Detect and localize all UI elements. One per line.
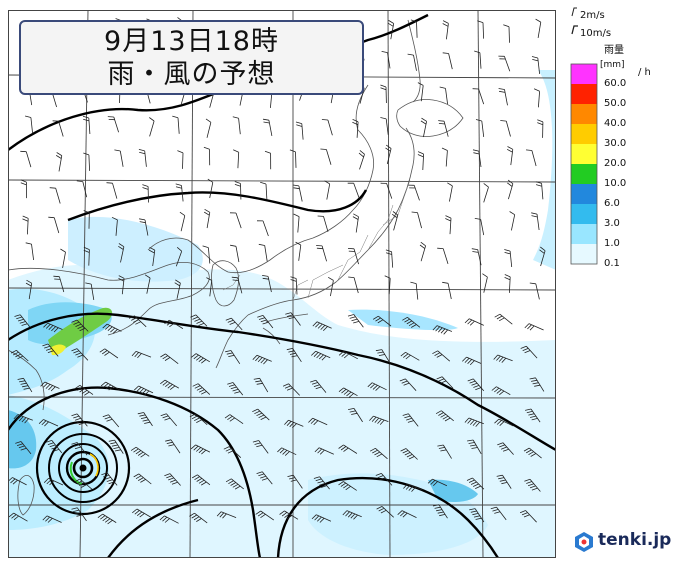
barb-small-icon bbox=[571, 7, 577, 17]
weather-map bbox=[8, 10, 556, 558]
rain-scale-swatch bbox=[571, 184, 597, 204]
wind-barb-legend: 2m/s 10m/s bbox=[571, 7, 611, 39]
rain-scale-unit: [mm] bbox=[600, 60, 625, 70]
tenki-logo-icon bbox=[575, 532, 593, 552]
rain-scale: 雨量 [mm] / h 60.0 50.0 40.0 30.0 20.0 10.0 6.0 3… bbox=[570, 44, 651, 269]
rain-scale-swatch bbox=[571, 144, 597, 164]
rain-scale-swatch bbox=[571, 124, 597, 144]
legend-panel: 2m/s 10m/s 雨量 [mm] / h 60.0 50.0 40.0 30.0 2… bbox=[570, 7, 651, 269]
forecast-title-box: 9月13日18時 雨・風の予想 bbox=[19, 20, 364, 95]
rain-scale-swatch bbox=[571, 84, 597, 104]
rain-scale-label: 20.0 bbox=[604, 158, 626, 169]
rain-scale-label: 40.0 bbox=[604, 118, 626, 129]
rain-scale-swatch bbox=[571, 104, 597, 124]
rain-scale-swatch bbox=[571, 244, 597, 264]
tenki-logo[interactable]: tenki.jp bbox=[574, 527, 689, 557]
rain-scale-label: 10.0 bbox=[604, 178, 626, 189]
rain-scale-title: 雨量 bbox=[604, 44, 624, 56]
rain-scale-label: 30.0 bbox=[604, 138, 626, 149]
typhoon-symbol bbox=[35, 420, 131, 516]
rain-scale-per: / h bbox=[638, 67, 651, 78]
barb-small-label: 2m/s bbox=[580, 10, 605, 21]
rain-scale-swatch bbox=[571, 204, 597, 224]
tenki-logo-text: tenki.jp bbox=[598, 530, 672, 550]
rain-areas bbox=[8, 70, 556, 558]
rain-scale-label: 50.0 bbox=[604, 98, 626, 109]
barb-large-label: 10m/s bbox=[580, 28, 611, 39]
rain-scale-label: 60.0 bbox=[604, 78, 626, 89]
rain-scale-label: 6.0 bbox=[604, 198, 620, 209]
rain-scale-label: 3.0 bbox=[604, 218, 620, 229]
rain-scale-swatch bbox=[571, 64, 597, 84]
forecast-type-label: 雨・風の予想 bbox=[107, 59, 276, 90]
rain-scale-swatch bbox=[571, 224, 597, 244]
rain-scale-label: 0.1 bbox=[604, 258, 620, 269]
forecast-time-label: 9月13日18時 bbox=[104, 26, 279, 57]
barb-large-icon bbox=[571, 25, 578, 35]
rain-scale-label: 1.0 bbox=[604, 238, 620, 249]
rain-scale-swatch bbox=[571, 164, 597, 184]
